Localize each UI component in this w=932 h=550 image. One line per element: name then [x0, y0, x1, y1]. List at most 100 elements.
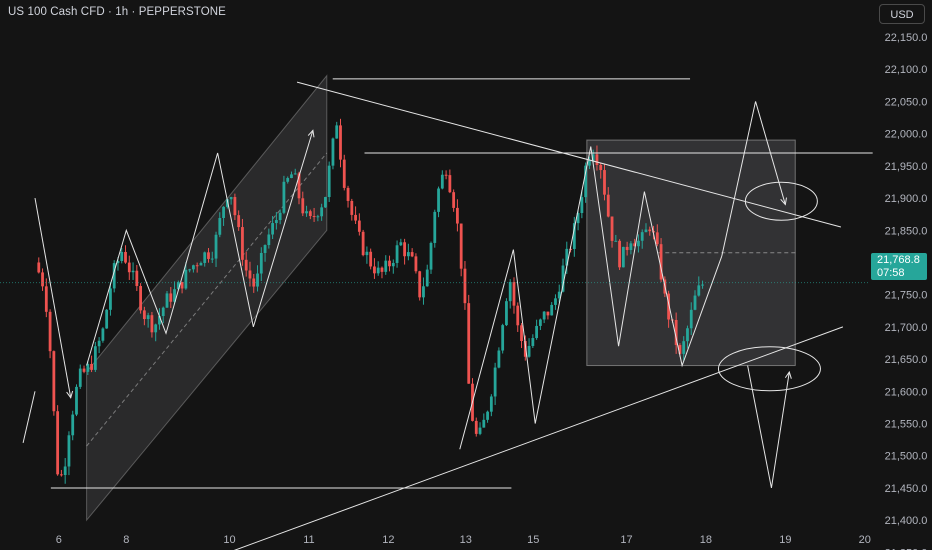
candle-body: [71, 414, 75, 436]
candle-body: [550, 304, 554, 316]
last-price-label: 21,768.8: [877, 254, 920, 266]
candle-body: [523, 341, 527, 357]
candle-body: [572, 223, 576, 249]
candle-body: [603, 170, 606, 195]
candle-body: [225, 199, 229, 207]
candle-body: [580, 197, 584, 214]
x-tick-label: 12: [382, 534, 394, 546]
candle-body: [588, 160, 591, 166]
x-tick-label: 6: [56, 534, 62, 546]
symbol-title: US 100 Cash CFD · 1h · PEPPERSTONE: [8, 6, 226, 18]
candle-body: [37, 262, 41, 273]
candle-body: [546, 311, 550, 316]
candle-body: [406, 252, 410, 257]
candle-body: [437, 188, 440, 212]
candle-body: [293, 173, 297, 175]
zigzag-channel: [86, 130, 314, 366]
candle-body: [324, 197, 327, 208]
candle-body: [388, 260, 391, 267]
candle-body: [327, 165, 331, 198]
candle-body: [60, 474, 63, 476]
candle-body: [63, 466, 67, 476]
candle-body: [274, 220, 278, 224]
candle-body: [512, 281, 516, 306]
candle-body: [459, 223, 463, 269]
candle-body: [697, 285, 701, 296]
y-tick-label: 21,700.0: [885, 322, 928, 334]
zigzag-middle: [459, 146, 723, 450]
arrow-head-channel: [307, 129, 315, 138]
candle-body: [127, 262, 131, 273]
candle-body: [444, 174, 448, 176]
candle-body: [395, 245, 399, 263]
candle-body: [486, 411, 489, 420]
candle-body: [161, 307, 165, 317]
candle-body: [282, 181, 286, 213]
candle-body: [701, 284, 704, 286]
candle-body: [210, 258, 214, 260]
candle-body: [682, 341, 686, 354]
x-tick-label: 13: [460, 534, 472, 546]
candle-body: [354, 214, 357, 221]
candle-body: [659, 244, 663, 280]
candle-body: [478, 427, 482, 434]
currency-button[interactable]: USD: [879, 4, 925, 24]
candle-body: [403, 242, 407, 257]
candle-body: [655, 232, 659, 245]
candle-body: [422, 286, 425, 298]
candle-body: [142, 310, 146, 320]
candle-body: [463, 268, 467, 304]
candle-body: [233, 197, 237, 216]
candle-body: [584, 165, 588, 198]
candle-body: [75, 386, 78, 415]
candle-body: [629, 243, 633, 251]
candle-body: [158, 316, 161, 325]
candle-body: [678, 345, 682, 354]
y-tick-label: 22,150.0: [885, 32, 928, 44]
target-ellipse-lower: [717, 346, 821, 392]
candle-body: [467, 303, 471, 384]
candle-body: [286, 178, 290, 182]
candle-body: [86, 363, 90, 372]
candle-body: [606, 194, 610, 217]
candle-body: [448, 175, 452, 193]
candle-body: [516, 305, 520, 326]
candle-body: [316, 216, 320, 218]
candle-body: [93, 346, 97, 370]
candle-body: [686, 328, 689, 342]
candle-body: [259, 252, 263, 274]
arrow-head-projection-down: [784, 370, 792, 379]
candle-body: [369, 251, 373, 267]
candle-body: [252, 278, 256, 287]
candle-body: [380, 267, 384, 272]
candle-body: [124, 251, 127, 263]
candle-body: [218, 217, 222, 235]
candle-body: [531, 338, 535, 346]
candle-body: [418, 271, 422, 298]
ascending-trendline: [233, 326, 844, 550]
candle-body: [308, 211, 312, 217]
x-tick-label: 17: [620, 534, 632, 546]
y-tick-label: 21,350.0: [885, 547, 928, 550]
candle-body: [493, 367, 497, 397]
x-tick-label: 10: [223, 534, 235, 546]
candle-body: [357, 220, 361, 232]
candle-body: [82, 368, 86, 372]
candle-body: [644, 229, 648, 233]
candle-body: [52, 351, 56, 412]
candle-body: [640, 232, 644, 241]
candle-body: [535, 325, 539, 339]
candle-body: [214, 234, 218, 259]
candle-body: [192, 265, 195, 270]
candle-body: [120, 251, 124, 261]
candle-body: [101, 328, 105, 341]
candle-body: [241, 227, 244, 260]
candle-body: [176, 282, 180, 290]
candle-body: [342, 159, 346, 188]
candle-body: [599, 164, 603, 171]
y-tick-label: 21,750.0: [885, 290, 928, 302]
candle-body: [497, 350, 501, 368]
y-tick-label: 21,900.0: [885, 193, 928, 205]
